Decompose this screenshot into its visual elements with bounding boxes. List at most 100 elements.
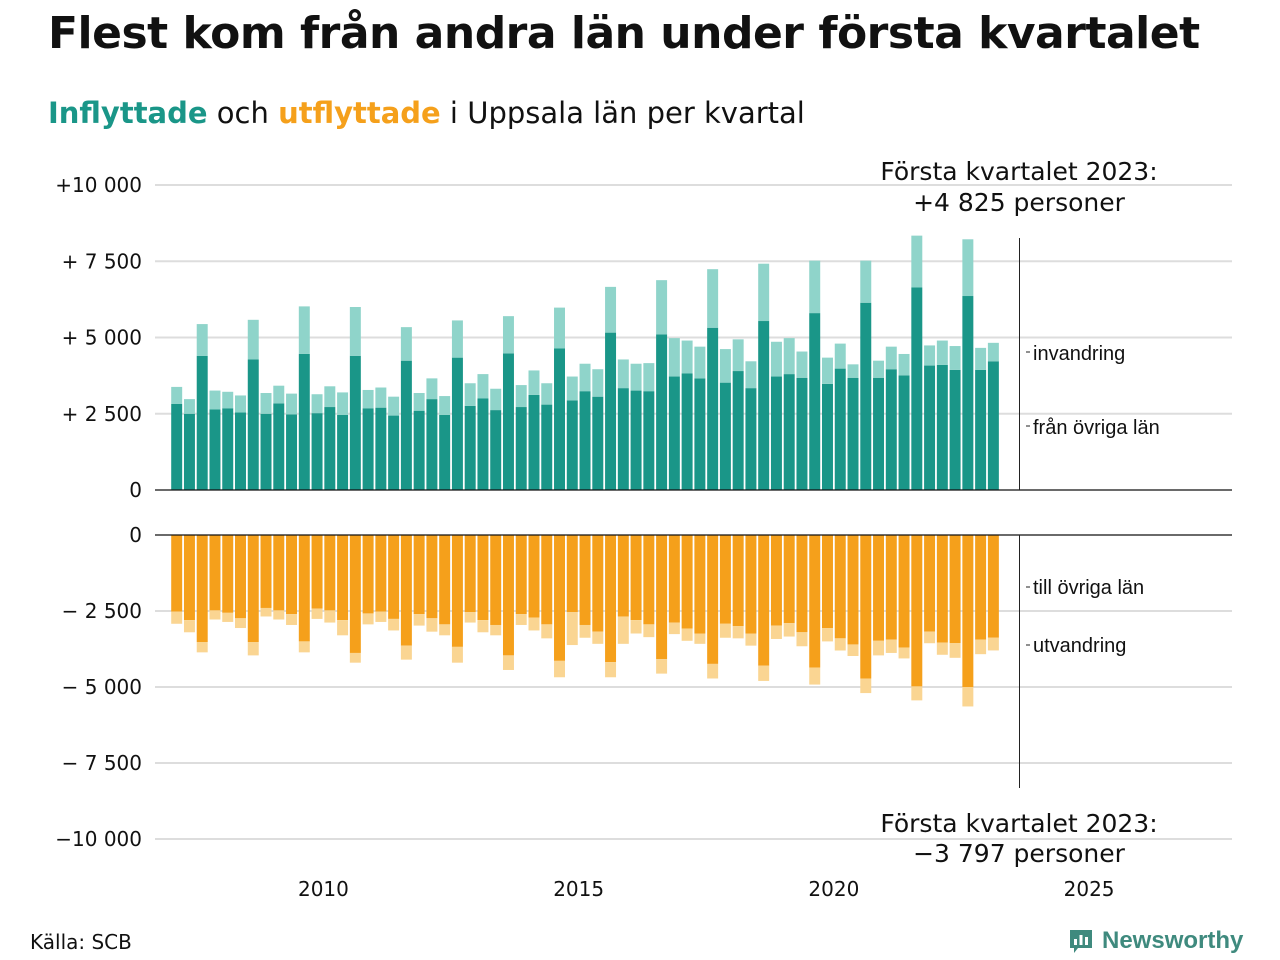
bar-fran-ovriga-lan [719,382,731,490]
bar-till-ovriga-lan [987,535,999,638]
bar-fran-ovriga-lan [311,413,323,490]
bar-utvandring [311,608,323,619]
bar-utvandring [681,628,693,641]
bar-fran-ovriga-lan [694,378,706,490]
bar-invandring [975,347,987,370]
bar-till-ovriga-lan [911,535,923,687]
bar-invandring [388,396,400,416]
bar-utvandring [962,687,974,707]
bar-invandring [656,280,668,335]
bar-fran-ovriga-lan [541,404,553,490]
bar-utvandring [222,612,234,622]
bar-invandring [337,392,349,415]
bar-invandring [260,393,272,414]
brand-name: Newsworthy [1102,927,1244,954]
bar-till-ovriga-lan [260,535,272,608]
bar-utvandring [758,665,770,681]
bar-utvandring [490,624,502,636]
bottom-grid [155,610,1232,840]
bar-utvandring [987,637,999,651]
bar-till-ovriga-lan [796,535,808,633]
bar-fran-ovriga-lan [898,375,910,490]
bar-invandring [770,341,782,377]
bar-till-ovriga-lan [235,535,246,619]
bar-invandring [464,383,476,406]
top-y-ticks: 0 + 2 500 + 5 000 + 7 500 +10 000 [55,173,142,502]
bar-invandring [477,374,489,399]
bar-fran-ovriga-lan [834,368,846,490]
bar-utvandring [643,624,655,638]
bar-till-ovriga-lan [732,535,744,627]
bar-utvandring [337,620,349,636]
bar-fran-ovriga-lan [847,377,859,490]
bar-till-ovriga-lan [681,535,693,629]
bar-fran-ovriga-lan [298,353,310,490]
bar-utvandring [605,662,617,678]
bar-till-ovriga-lan [579,535,591,625]
x-tick-label: 2015 [553,877,604,901]
bar-fran-ovriga-lan [579,391,591,490]
bar-till-ovriga-lan [349,535,361,653]
bar-invandring [796,351,808,378]
bar-invandring [592,369,604,397]
y-tick-label: + 2 500 [62,402,142,426]
bar-invandring [681,340,693,374]
bar-till-ovriga-lan [860,535,872,679]
bar-fran-ovriga-lan [337,414,349,490]
bar-fran-ovriga-lan [400,360,412,490]
bar-utvandring [451,646,463,663]
bar-utvandring [439,624,451,636]
bar-till-ovriga-lan [847,535,859,645]
bar-invandring [362,389,374,409]
brand-logo[interactable]: Newsworthy [1068,924,1243,958]
newsworthy-logo-icon [1070,930,1092,953]
bar-invandring [694,346,706,379]
bar-fran-ovriga-lan [362,408,374,490]
bar-invandring [579,363,591,392]
series-label-utvandring: utvandring [1033,635,1126,657]
bar-invandring [566,376,578,401]
bar-till-ovriga-lan [975,535,987,640]
bar-invandring [745,361,757,389]
bar-invandring [298,306,310,354]
y-tick-label: − 2 500 [62,599,142,623]
bar-till-ovriga-lan [298,535,310,642]
y-tick-label: + 5 000 [62,326,142,350]
y-tick-label: −10 000 [55,827,142,851]
bar-till-ovriga-lan [936,535,948,643]
bar-fran-ovriga-lan [860,302,872,490]
bar-fran-ovriga-lan [209,409,221,490]
bar-fran-ovriga-lan [681,373,693,490]
bar-utvandring [196,642,208,653]
bar-invandring [426,378,438,400]
bar-fran-ovriga-lan [502,353,514,490]
bar-till-ovriga-lan [758,535,770,666]
bar-utvandring [975,639,987,655]
bar-fran-ovriga-lan [962,296,974,490]
bar-utvandring [873,640,885,656]
bar-utvandring [388,618,400,631]
x-tick-label: 2025 [1064,877,1115,901]
bar-utvandring [719,623,731,638]
bar-till-ovriga-lan [566,535,578,613]
bar-fran-ovriga-lan [885,369,897,490]
bar-invandring [821,357,833,384]
series-label-invandring: invandring [1033,343,1125,365]
bar-invandring [630,363,642,391]
bar-fran-ovriga-lan [528,394,540,490]
bar-fran-ovriga-lan [183,413,195,490]
bar-invandring [936,340,948,365]
bar-till-ovriga-lan [898,535,910,648]
bar-invandring [171,386,183,404]
subtitle-utflyttade: utflyttade [278,96,441,130]
y-tick-label: − 5 000 [62,675,142,699]
bar-fran-ovriga-lan [426,399,438,490]
bar-utvandring [911,686,923,701]
bar-till-ovriga-lan [209,535,221,611]
bar-till-ovriga-lan [439,535,451,625]
annotation-top-line1: Första kvartalet 2023: [880,157,1157,186]
bar-till-ovriga-lan [490,535,502,625]
series-label-fran-ovriga-lan: från övriga län [1033,417,1160,439]
bar-fran-ovriga-lan [247,359,259,490]
bar-invandring [490,388,502,411]
